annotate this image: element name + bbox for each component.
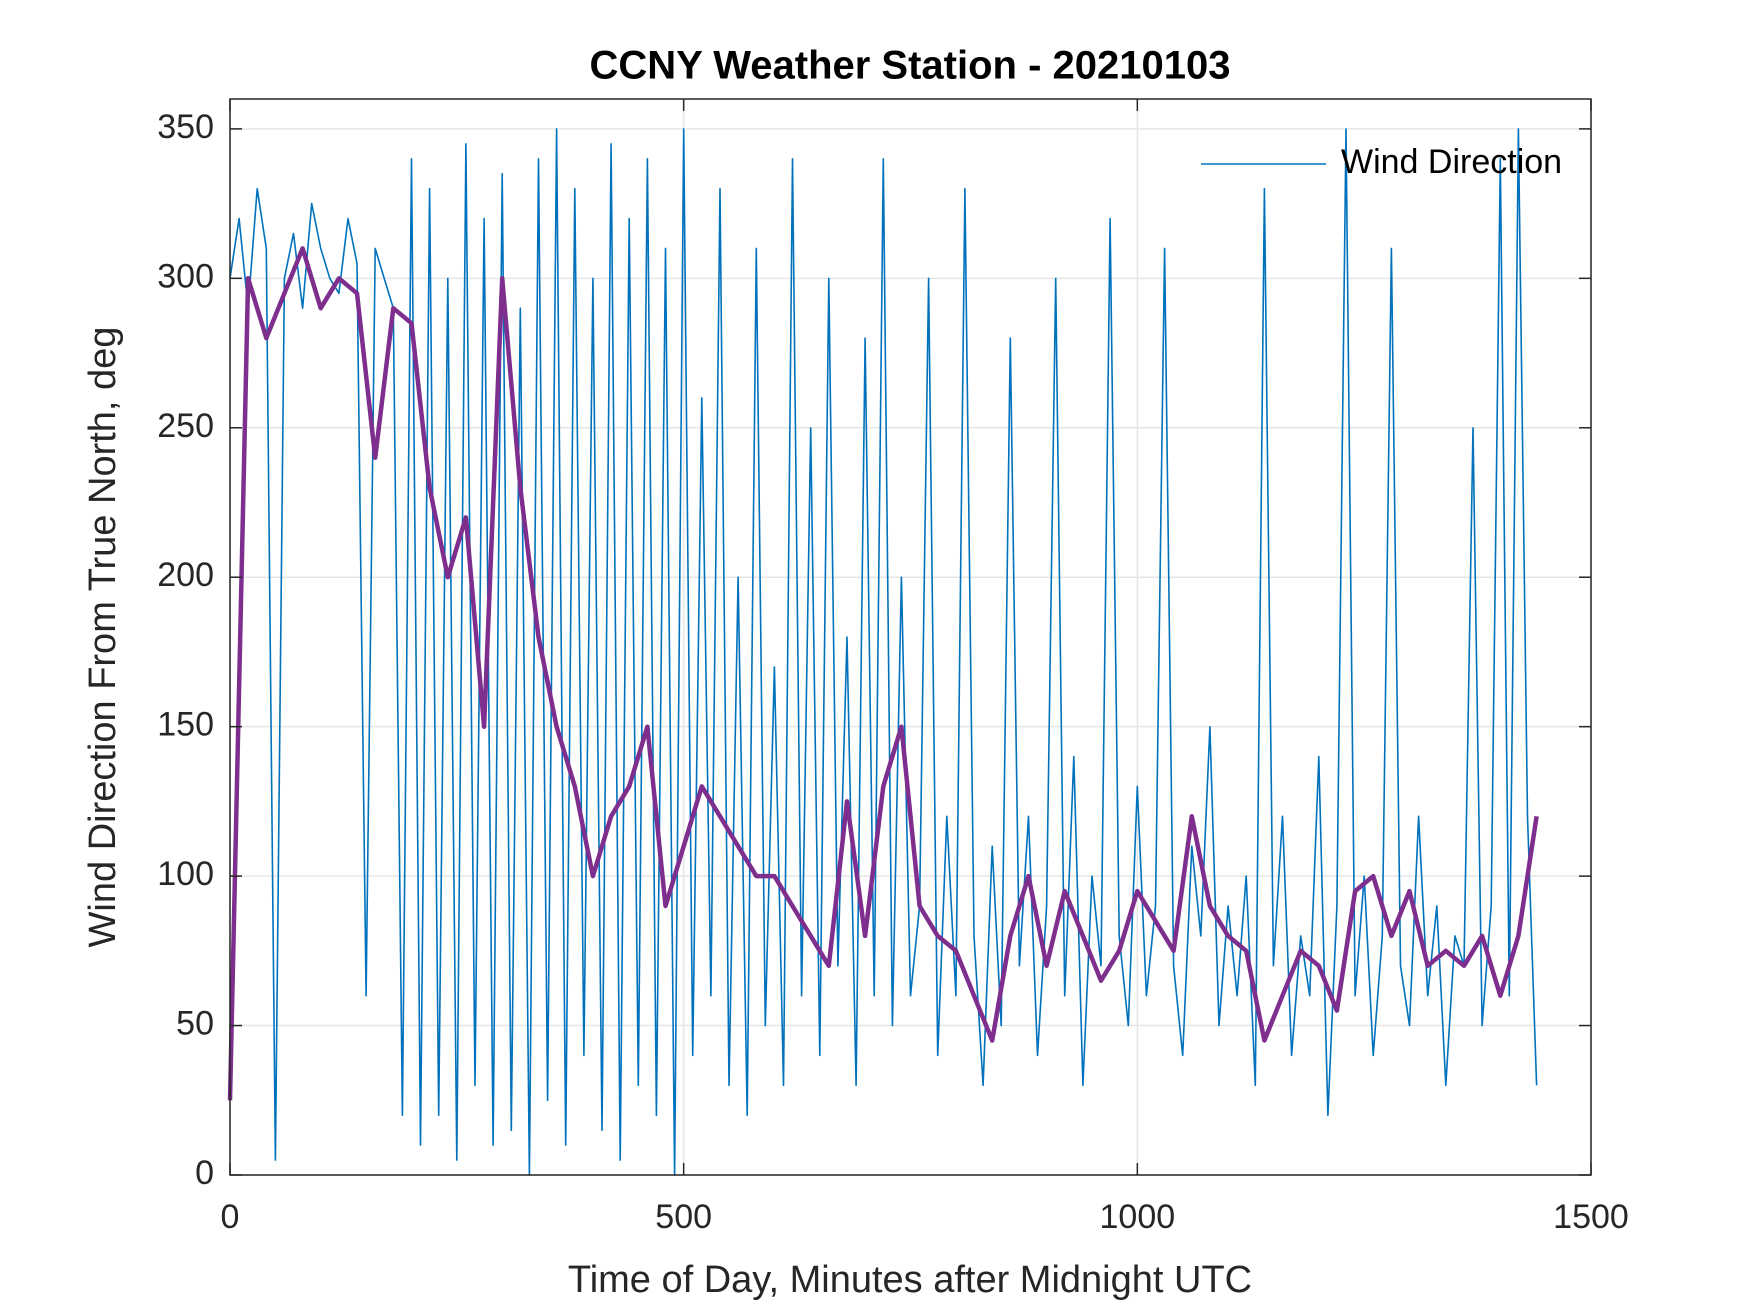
- axes-box: [229, 98, 1592, 1176]
- y-tick-label: 300: [157, 257, 214, 295]
- legend-label: Wind Direction: [1341, 143, 1562, 181]
- y-tick-label: 250: [157, 407, 214, 445]
- x-axis-label: Time of Day, Minutes after Midnight UTC: [568, 1259, 1252, 1301]
- y-axis-label: Wind Direction From True North, deg: [82, 327, 124, 948]
- y-tick-label: 350: [157, 108, 214, 146]
- x-tick-label: 500: [655, 1198, 712, 1236]
- y-tick-label: 200: [157, 556, 214, 594]
- chart-title: CCNY Weather Station - 20210103: [590, 44, 1231, 88]
- x-tick-label: 1000: [1100, 1198, 1176, 1236]
- data-line: [229, 128, 1538, 1176]
- y-tick-label: 0: [195, 1154, 214, 1192]
- data-line: [227, 246, 1539, 1101]
- x-tick-label: 0: [221, 1198, 240, 1236]
- x-tick-label: 1500: [1553, 1198, 1629, 1236]
- y-tick-label: 100: [157, 855, 214, 893]
- y-tick-label: 150: [157, 706, 214, 744]
- y-tick-label: 50: [176, 1005, 214, 1043]
